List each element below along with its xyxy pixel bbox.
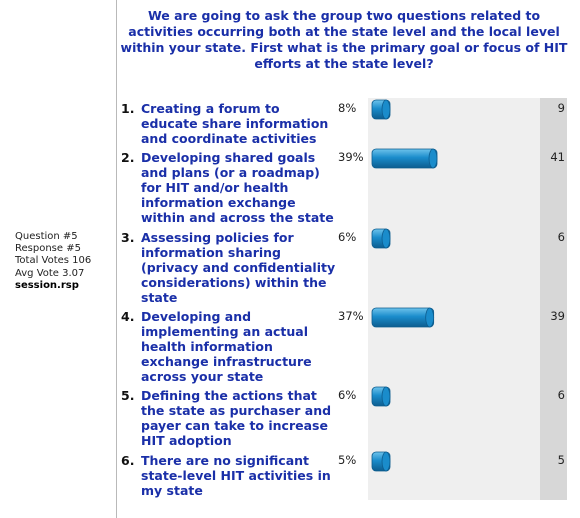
plot-area xyxy=(368,98,540,500)
answer-number: 2. xyxy=(121,150,135,165)
answer-label: Developing and implementing an actual he… xyxy=(141,309,312,384)
count-column xyxy=(540,98,567,500)
percent-label: 6% xyxy=(338,388,357,402)
vote-count: 5 xyxy=(557,453,565,467)
vote-count: 41 xyxy=(550,150,565,164)
average-vote: Avg Vote 3.07 xyxy=(15,267,85,279)
response-number: Response #5 xyxy=(15,243,81,255)
answer-label: Assessing policies for information shari… xyxy=(141,230,336,305)
total-votes: Total Votes 106 xyxy=(15,255,92,267)
answer-label: Developing shared goals and plans (or a … xyxy=(141,150,334,225)
question-meta: Question #5 Response #5 Total Votes 106 … xyxy=(15,231,91,292)
chart-title: We are going to ask the group two questi… xyxy=(120,8,568,71)
answer-label: Defining the actions that the state as p… xyxy=(141,388,332,448)
answer-number: 3. xyxy=(121,230,135,245)
percent-label: 6% xyxy=(338,230,357,244)
percent-label: 39% xyxy=(338,150,364,164)
panel-divider xyxy=(116,0,117,518)
vote-count: 9 xyxy=(557,101,565,115)
answer-label: Creating a forum to educate share inform… xyxy=(141,101,329,146)
vote-count: 6 xyxy=(557,388,565,402)
answer-number: 5. xyxy=(121,388,135,403)
session-file: session.rsp xyxy=(15,279,79,291)
vote-count: 6 xyxy=(557,230,565,244)
left-info-panel: Question #5 Response #5 Total Votes 106 … xyxy=(0,0,116,518)
vote-count: 39 xyxy=(550,309,565,323)
answer-number: 6. xyxy=(121,453,135,468)
percent-label: 8% xyxy=(338,101,357,115)
percent-label: 37% xyxy=(338,309,364,323)
answer-number: 4. xyxy=(121,309,135,324)
question-number: Question #5 xyxy=(15,231,78,242)
answer-number: 1. xyxy=(121,101,135,116)
answer-label: There are no significant state-level HIT… xyxy=(141,453,331,498)
percent-label: 5% xyxy=(338,453,357,467)
